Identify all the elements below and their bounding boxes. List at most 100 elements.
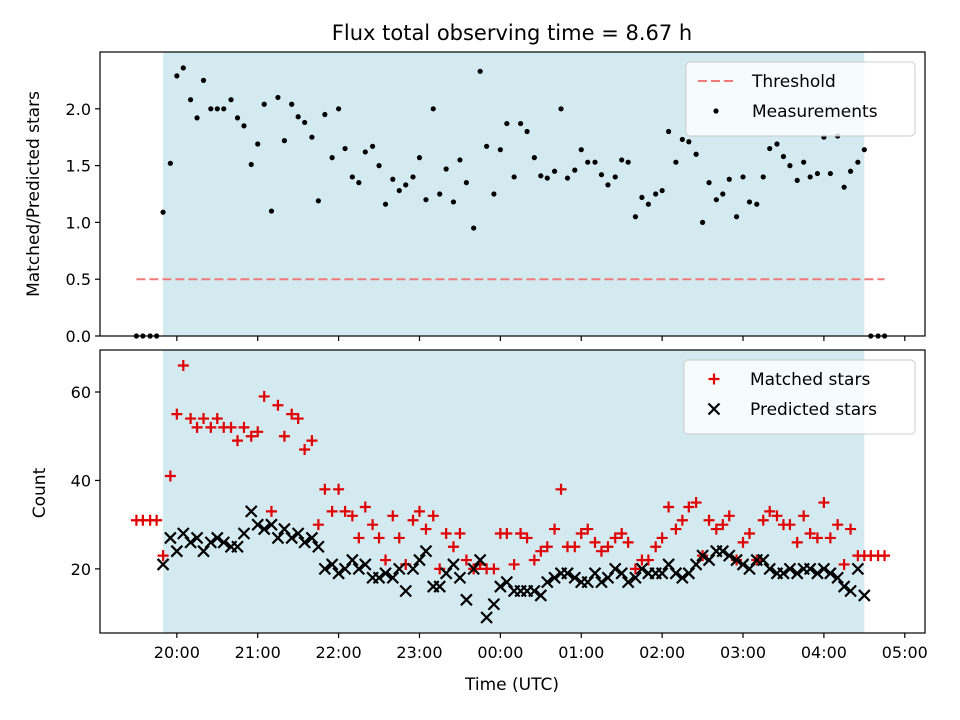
data-point xyxy=(315,198,321,204)
data-point xyxy=(504,120,510,127)
data-point xyxy=(433,580,446,593)
data-point xyxy=(399,584,413,598)
data-point xyxy=(339,505,351,517)
data-point xyxy=(265,518,278,531)
data-point xyxy=(379,567,392,580)
data-point xyxy=(275,94,281,101)
data-point xyxy=(794,177,800,183)
data-point xyxy=(500,575,514,589)
data-point xyxy=(555,483,567,495)
data-point xyxy=(535,545,547,557)
data-point xyxy=(653,191,659,197)
x-tick-label: 03:00 xyxy=(720,643,766,662)
data-point xyxy=(157,550,169,562)
data-point xyxy=(845,523,857,535)
data-point xyxy=(346,510,358,522)
data-point xyxy=(214,106,220,112)
data-point xyxy=(160,209,166,215)
data-point xyxy=(861,147,867,153)
data-point xyxy=(198,413,210,425)
data-point xyxy=(524,128,530,135)
x-tick-label: 20:00 xyxy=(154,643,200,662)
data-point xyxy=(325,558,339,571)
data-point xyxy=(164,531,177,545)
data-point xyxy=(387,510,399,522)
data-point xyxy=(790,567,804,580)
data-point xyxy=(541,541,553,553)
data-point xyxy=(629,563,641,575)
data-point xyxy=(589,536,601,548)
data-point xyxy=(683,501,695,513)
x-axis-label: Time (UTC) xyxy=(464,675,559,695)
data-point xyxy=(625,159,631,165)
data-point xyxy=(824,567,837,580)
data-point xyxy=(338,562,352,576)
data-point xyxy=(245,430,257,442)
data-point xyxy=(717,519,729,531)
data-point xyxy=(595,575,608,589)
data-point xyxy=(801,159,807,165)
data-point xyxy=(564,175,571,181)
bottom-y-axis-label: Count xyxy=(30,467,50,518)
data-point xyxy=(299,443,311,455)
data-point xyxy=(730,553,743,567)
data-point xyxy=(248,161,254,168)
data-point xyxy=(187,97,194,103)
data-point xyxy=(211,531,224,545)
data-point xyxy=(588,567,602,580)
data-point xyxy=(460,593,473,607)
data-point xyxy=(549,523,561,535)
data-point xyxy=(722,549,736,562)
data-point xyxy=(232,435,243,447)
data-point xyxy=(349,174,355,180)
data-point xyxy=(471,225,477,231)
data-point xyxy=(329,155,335,161)
data-point xyxy=(305,531,319,545)
data-point xyxy=(171,408,183,420)
data-point xyxy=(228,97,234,103)
data-point xyxy=(272,399,284,411)
data-point xyxy=(258,390,270,402)
data-point xyxy=(416,155,423,161)
data-point xyxy=(353,532,365,544)
series-predicted-stars xyxy=(156,505,871,624)
data-point xyxy=(699,219,706,225)
legend-box xyxy=(683,359,916,435)
data-point xyxy=(784,519,796,531)
data-point xyxy=(837,580,851,593)
data-point xyxy=(817,562,831,576)
data-point xyxy=(851,562,865,576)
data-point xyxy=(879,550,891,562)
series-matched-stars xyxy=(130,359,891,575)
data-point xyxy=(261,101,267,107)
legend-box xyxy=(685,61,916,137)
data-point xyxy=(581,575,594,589)
data-point xyxy=(608,562,622,576)
data-point xyxy=(534,589,548,602)
data-point xyxy=(234,115,241,121)
data-point xyxy=(291,527,305,540)
data-point xyxy=(174,73,180,79)
data-point xyxy=(622,536,634,548)
y-tick-label: 60 xyxy=(71,383,91,402)
data-point xyxy=(723,510,735,522)
data-point xyxy=(318,562,332,576)
data-point xyxy=(743,528,755,540)
data-point xyxy=(696,549,709,562)
data-point xyxy=(460,554,472,566)
data-point xyxy=(814,170,821,177)
data-point xyxy=(561,567,574,580)
data-point xyxy=(632,214,639,220)
data-point xyxy=(682,567,696,580)
data-point xyxy=(578,147,584,153)
data-point xyxy=(811,567,824,580)
data-point xyxy=(656,532,668,544)
data-point xyxy=(244,505,258,518)
data-point xyxy=(666,128,672,135)
top-y-axis-label: Matched/Predicted stars xyxy=(24,91,44,297)
data-point xyxy=(602,541,614,553)
data-point xyxy=(167,160,173,166)
data-point xyxy=(200,77,207,83)
data-point xyxy=(639,194,645,201)
data-point xyxy=(271,531,285,545)
